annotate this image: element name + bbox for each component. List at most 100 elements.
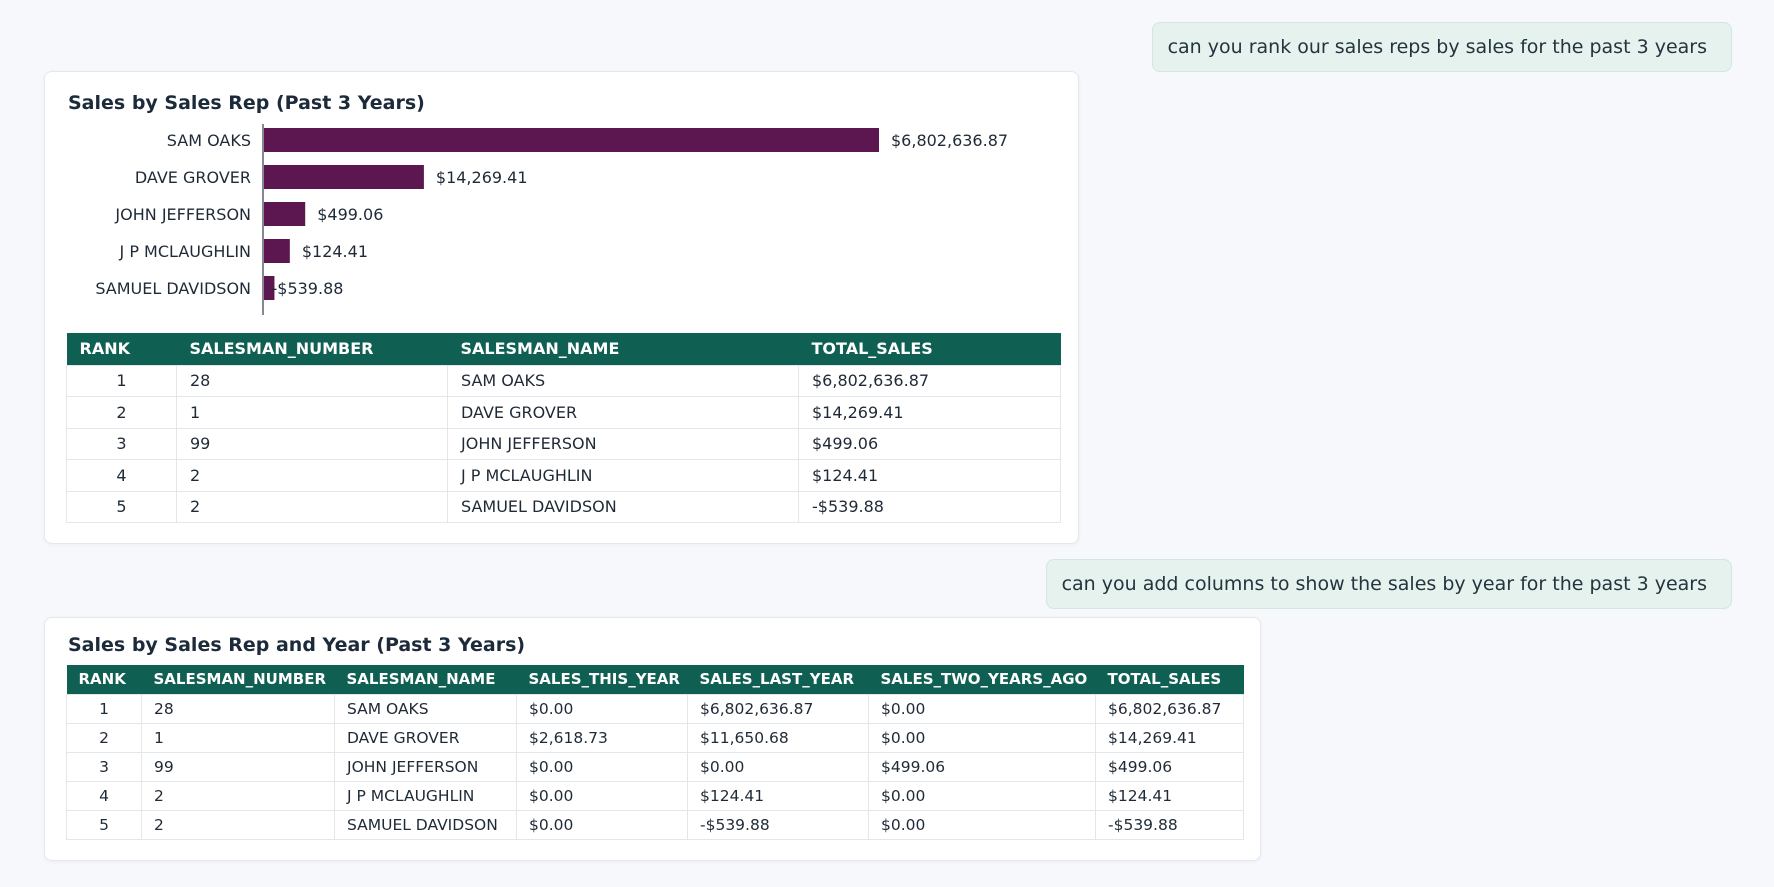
sales-by-rep-card: Sales by Sales Rep (Past 3 Years) SAM OA… <box>44 71 1079 544</box>
table-cell-rank: 5 <box>66 809 142 840</box>
column-header-total-sales: TOTAL_SALES <box>798 333 1061 365</box>
table-row: 2 1 DAVE GROVER $14,269.41 <box>66 396 1061 429</box>
table-cell-salesman-name: JOHN JEFFERSON <box>447 427 799 460</box>
table-cell-rank: 4 <box>66 780 142 811</box>
table-cell-salesman-number: 28 <box>141 693 335 724</box>
table-cell-salesman-name: JOHN JEFFERSON <box>334 751 517 782</box>
table-row: 1 28 SAM OAKS $0.00 $6,802,636.87 $0.00 $6,802… <box>66 693 1244 724</box>
table-cell-salesman-number: 99 <box>176 427 448 460</box>
column-header-sales-last-year: SALES_LAST_YEAR <box>687 665 869 694</box>
table-cell-total-sales: $499.06 <box>798 427 1061 460</box>
table-cell-rank: 4 <box>66 459 177 492</box>
table-cell-total-sales: $6,802,636.87 <box>798 364 1061 397</box>
table-cell-rank: 3 <box>66 751 142 782</box>
table-cell-sales-this-year: $2,618.73 <box>516 722 688 753</box>
bar-j-p-mclaughlin <box>264 239 290 263</box>
column-header-salesman-number: SALESMAN_NUMBER <box>141 665 335 694</box>
table-cell-sales-last-year: $124.41 <box>687 780 869 811</box>
table-cell-total-sales: $14,269.41 <box>1095 722 1244 753</box>
table-cell-salesman-name: SAM OAKS <box>447 364 799 397</box>
bar-john-jefferson <box>264 202 306 226</box>
table-cell-salesman-name: J P MCLAUGHLIN <box>447 459 799 492</box>
category-label: SAM OAKS <box>167 131 251 150</box>
table-cell-sales-two-years-ago: $0.00 <box>868 809 1096 840</box>
bar-samuel-davidson <box>264 276 275 300</box>
table-row: 1 28 SAM OAKS $6,802,636.87 <box>66 364 1061 397</box>
table-cell-sales-two-years-ago: $499.06 <box>868 751 1096 782</box>
table-cell-total-sales: -$539.88 <box>1095 809 1244 840</box>
table-cell-sales-last-year: -$539.88 <box>687 809 869 840</box>
bar-dave-grover <box>264 165 424 189</box>
user-message-year-columns-request: can you add columns to show the sales by… <box>1045 559 1732 609</box>
table-cell-salesman-number: 2 <box>176 459 448 492</box>
column-header-salesman-name: SALESMAN_NAME <box>447 333 799 365</box>
sales-by-year-table: RANK SALESMAN_NUMBER SALESMAN_NAME SALES_TH… <box>66 665 1244 840</box>
chart-title: Sales by Sales Rep (Past 3 Years) <box>68 92 425 114</box>
sales-by-rep-year-card: Sales by Sales Rep and Year (Past 3 Year… <box>44 617 1261 861</box>
bar-sam-oaks <box>264 128 879 152</box>
table-cell-total-sales: $124.41 <box>1095 780 1244 811</box>
table-cell-total-sales: $124.41 <box>798 459 1061 492</box>
value-label: $499.06 <box>317 205 383 224</box>
column-header-rank: RANK <box>66 665 142 694</box>
value-label: $6,802,636.87 <box>891 131 1008 150</box>
table-cell-rank: 2 <box>66 722 142 753</box>
table-cell-rank: 1 <box>66 364 177 397</box>
table-cell-salesman-name: DAVE GROVER <box>334 722 517 753</box>
table-row: 5 2 SAMUEL DAVIDSON $0.00 -$539.88 $0.00 -$539… <box>66 809 1244 840</box>
table-cell-salesman-number: 1 <box>176 396 448 429</box>
table-cell-rank: 3 <box>66 427 177 460</box>
column-header-total-sales: TOTAL_SALES <box>1095 665 1244 694</box>
table-cell-rank: 2 <box>66 396 177 429</box>
table-row: 3 99 JOHN JEFFERSON $499.06 <box>66 427 1061 460</box>
table-row: 2 1 DAVE GROVER $2,618.73 $11,650.68 $0.00 $14… <box>66 722 1244 753</box>
table-cell-rank: 1 <box>66 693 142 724</box>
table-cell-sales-this-year: $0.00 <box>516 809 688 840</box>
table-cell-sales-this-year: $0.00 <box>516 780 688 811</box>
table-cell-sales-two-years-ago: $0.00 <box>868 722 1096 753</box>
table-row: 5 2 SAMUEL DAVIDSON -$539.88 <box>66 490 1061 523</box>
table-cell-salesman-number: 99 <box>141 751 335 782</box>
table-cell-salesman-number: 2 <box>176 490 448 523</box>
table-cell-sales-two-years-ago: $0.00 <box>868 693 1096 724</box>
category-label: SAMUEL DAVIDSON <box>95 279 251 298</box>
table-cell-salesman-number: 28 <box>176 364 448 397</box>
table-title: Sales by Sales Rep and Year (Past 3 Year… <box>68 634 526 656</box>
column-header-sales-two-years-ago: SALES_TWO_YEARS_AGO <box>868 665 1096 694</box>
category-label: DAVE GROVER <box>135 168 251 187</box>
value-label: $124.41 <box>302 242 368 261</box>
table-cell-total-sales: $6,802,636.87 <box>1095 693 1244 724</box>
user-message-rank-request: can you rank our sales reps by sales for… <box>1151 22 1732 72</box>
sales-rank-table: RANK SALESMAN_NUMBER SALESMAN_NAME TOTAL_SA… <box>66 333 1061 523</box>
table-cell-salesman-name: SAM OAKS <box>334 693 517 724</box>
table-cell-sales-this-year: $0.00 <box>516 751 688 782</box>
sales-bar-chart: SAM OAKS $6,802,636.87 DAVE GROVER $14,269.… <box>95 124 1008 315</box>
table-cell-sales-this-year: $0.00 <box>516 693 688 724</box>
table-cell-salesman-name: SAMUEL DAVIDSON <box>334 809 517 840</box>
value-label: $14,269.41 <box>436 168 528 187</box>
table-cell-total-sales: $14,269.41 <box>798 396 1061 429</box>
table-cell-salesman-number: 2 <box>141 780 335 811</box>
table-cell-total-sales: -$539.88 <box>798 490 1061 523</box>
table-cell-sales-last-year: $11,650.68 <box>687 722 869 753</box>
table-cell-rank: 5 <box>66 490 177 523</box>
table-cell-salesman-name: DAVE GROVER <box>447 396 799 429</box>
value-label: -$539.88 <box>271 279 343 298</box>
category-label: JOHN JEFFERSON <box>114 205 251 224</box>
table-cell-sales-two-years-ago: $0.00 <box>868 780 1096 811</box>
column-header-rank: RANK <box>66 333 177 365</box>
table-cell-sales-last-year: $6,802,636.87 <box>687 693 869 724</box>
table-cell-salesman-name: J P MCLAUGHLIN <box>334 780 517 811</box>
table-row: 3 99 JOHN JEFFERSON $0.00 $0.00 $499.06 $499.0… <box>66 751 1244 782</box>
table-cell-sales-last-year: $0.00 <box>687 751 869 782</box>
column-header-sales-this-year: SALES_THIS_YEAR <box>516 665 688 694</box>
category-label: J P MCLAUGHLIN <box>119 242 251 261</box>
table-cell-salesman-number: 2 <box>141 809 335 840</box>
column-header-salesman-number: SALESMAN_NUMBER <box>176 333 448 365</box>
table-cell-salesman-name: SAMUEL DAVIDSON <box>447 490 799 523</box>
table-cell-total-sales: $499.06 <box>1095 751 1244 782</box>
table-cell-salesman-number: 1 <box>141 722 335 753</box>
column-header-salesman-name: SALESMAN_NAME <box>334 665 517 694</box>
